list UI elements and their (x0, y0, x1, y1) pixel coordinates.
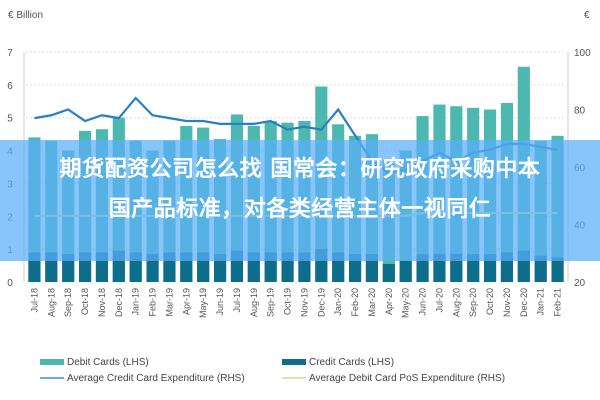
credit-bar (146, 254, 159, 282)
credit-bar (416, 254, 429, 282)
x-tick-label: Sep-20 (468, 288, 478, 317)
credit-bar (62, 254, 75, 282)
credit-swatch-icon (282, 359, 306, 365)
avg-debit-swatch-icon (282, 377, 306, 379)
right-axis-unit: € (584, 10, 590, 21)
avg-credit-swatch-icon (40, 377, 64, 379)
x-tick-label: Feb-19 (148, 288, 158, 317)
credit-bar (483, 254, 497, 282)
x-tick-label: Aug-18 (46, 288, 56, 317)
x-tick-label: Oct-20 (485, 288, 495, 315)
x-tick-label: Dec-20 (519, 288, 529, 317)
debit-swatch-icon (40, 359, 64, 365)
right-tick-label: 20 (574, 278, 586, 289)
x-tick-label: Nov-19 (299, 288, 309, 317)
x-tick-label: Nov-20 (502, 288, 512, 317)
right-tick-label: 100 (574, 48, 591, 59)
legend-label-debit: Debit Cards (LHS) (67, 356, 149, 368)
x-tick-label: Jan-20 (333, 288, 343, 316)
x-tick-label: Jul-20 (434, 288, 444, 313)
x-tick-label: Aug-19 (249, 288, 259, 317)
legend-left: Debit Cards (LHS) Average Credit Card Ex… (40, 354, 245, 386)
left-axis-unit: € Billion (8, 10, 44, 21)
credit-bar (450, 254, 463, 282)
credit-bar (399, 260, 412, 282)
x-tick-label: Jan-19 (131, 288, 141, 316)
credit-bar (433, 254, 446, 282)
right-tick-label: 80 (574, 106, 586, 117)
x-tick-label: Jun-20 (418, 288, 428, 316)
legend-item-debit: Debit Cards (LHS) (40, 354, 245, 370)
x-tick-label: Aug-20 (451, 288, 461, 317)
x-tick-label: Jan-21 (536, 288, 546, 316)
overlay-title: 期货配资公司怎么找 国常会：研究政府采购中本 国产品标准，对各类经营主体一视同仁 (0, 150, 600, 230)
x-tick-label: Feb-21 (553, 288, 563, 317)
x-tick-label: Apr-20 (384, 288, 394, 315)
overlay-banner (0, 140, 600, 261)
credit-bar (534, 255, 547, 282)
overlay-title-line-2: 国产品标准，对各类经营主体一视同仁 (108, 197, 492, 222)
x-tick-label: May-19 (198, 288, 208, 318)
credit-bar (213, 254, 227, 282)
legend-item-avg-credit: Average Credit Card Expenditure (RHS) (40, 370, 245, 386)
x-tick-label: Sep-18 (63, 288, 73, 317)
legend-label-avg-debit: Average Debit Card PoS Expenditure (RHS) (309, 372, 506, 384)
x-tick-label: Oct-19 (283, 288, 293, 315)
legend-right: Credit Cards (LHS) Average Debit Card Po… (282, 354, 505, 386)
x-tick-label: Apr-19 (181, 288, 191, 315)
credit-bar (467, 254, 480, 282)
x-tick-label: Nov-18 (97, 288, 107, 317)
left-tick-label: 5 (7, 114, 13, 125)
x-tick-label: Dec-18 (114, 288, 124, 317)
credit-bar (365, 254, 379, 282)
x-tick-label: Jul-18 (29, 288, 39, 313)
legend-label-credit: Credit Cards (LHS) (309, 356, 395, 368)
legend-label-avg-credit: Average Credit Card Expenditure (RHS) (67, 372, 245, 384)
left-tick-label: 0 (7, 278, 13, 289)
x-tick-label: Mar-19 (164, 288, 174, 317)
x-tick-label: Dec-19 (316, 288, 326, 317)
x-axis: Jul-18 Aug-18 Sep-18 Oct-18 Nov-18 Dec-18 Jan-… (29, 288, 562, 318)
x-tick-label: May-20 (401, 288, 411, 318)
x-tick-label: Jun-19 (215, 288, 225, 316)
x-tick-label: Jul-19 (232, 288, 242, 313)
credit-bar (348, 254, 362, 282)
overlay-title-line-1: 期货配资公司怎么找 国常会：研究政府采购中本 (59, 157, 541, 182)
credit-bar (551, 257, 564, 282)
x-tick-label: Mar-20 (367, 288, 377, 317)
x-tick-label: Oct-18 (80, 288, 90, 315)
legend-item-avg-debit: Average Debit Card PoS Expenditure (RHS) (282, 370, 505, 386)
credit-bar (382, 263, 395, 282)
legend-item-credit: Credit Cards (LHS) (282, 354, 505, 370)
left-tick-label: 6 (7, 81, 13, 92)
x-tick-label: Sep-19 (266, 288, 276, 317)
left-tick-label: 7 (7, 48, 13, 59)
x-tick-label: Feb-20 (350, 288, 360, 317)
